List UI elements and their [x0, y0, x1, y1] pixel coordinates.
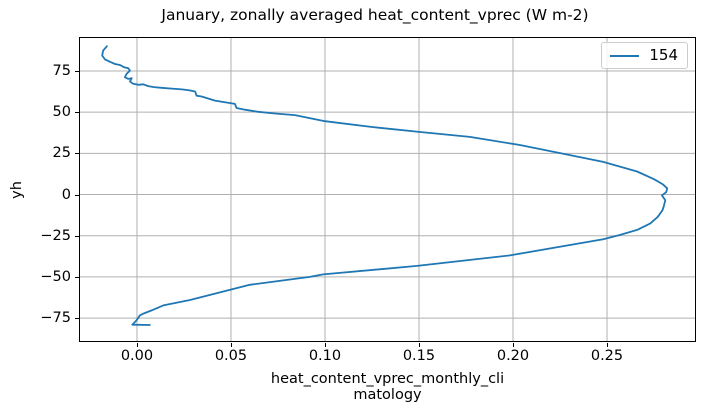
- y-tick: [75, 318, 79, 320]
- legend-line-sample: [610, 54, 640, 57]
- y-tick: [75, 112, 79, 114]
- legend-label: 154: [649, 46, 678, 64]
- legend: 154: [601, 42, 688, 69]
- y-tick: [75, 276, 79, 278]
- x-tick-label: 0.05: [214, 348, 248, 364]
- x-tick-label: 0.20: [496, 348, 530, 364]
- y-tick-label: −25: [40, 227, 71, 244]
- x-tick: [513, 343, 514, 347]
- y-tick: [75, 70, 79, 72]
- y-tick-label: 50: [52, 104, 71, 121]
- y-tick: [75, 153, 79, 155]
- x-axis-label: heat_content_vprec_monthly_cli matology: [80, 371, 695, 403]
- y-tick-label: 25: [52, 145, 71, 162]
- x-tick-label: 0.00: [120, 348, 154, 364]
- x-tick: [418, 343, 420, 347]
- y-tick-label: −50: [40, 268, 71, 285]
- x-tick: [324, 343, 326, 347]
- plot-canvas: [80, 38, 695, 341]
- x-tick: [136, 343, 138, 347]
- y-tick-label: 75: [52, 62, 71, 79]
- x-tick-label: 0.10: [308, 348, 342, 364]
- plot-area: 154: [79, 37, 696, 342]
- y-tick-label: 0: [61, 186, 71, 203]
- x-tick: [230, 343, 232, 347]
- x-tick-label: 0.15: [402, 348, 436, 364]
- x-axis-label-line2: matology: [353, 387, 422, 403]
- y-tick: [75, 235, 79, 237]
- chart-title: January, zonally averaged heat_content_v…: [161, 6, 589, 24]
- y-tick-label: −75: [40, 310, 71, 327]
- x-axis-label-line1: heat_content_vprec_monthly_cli: [270, 371, 505, 387]
- data-line-154: [101, 45, 669, 326]
- x-tick: [607, 343, 608, 347]
- x-tick-label: 0.25: [590, 348, 624, 364]
- y-tick: [75, 194, 79, 196]
